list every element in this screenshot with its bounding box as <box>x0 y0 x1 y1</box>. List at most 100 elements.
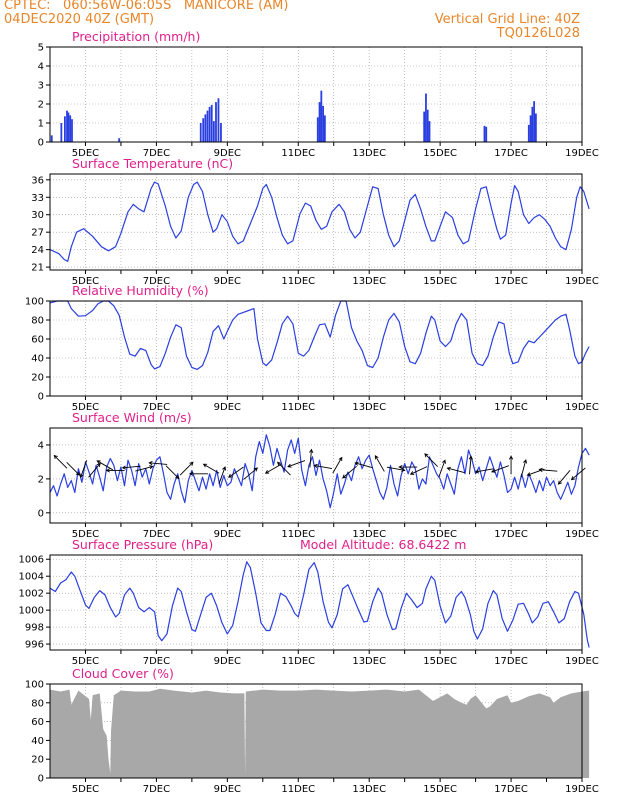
precip-xtick-label: 13DEC <box>352 148 386 159</box>
wind-arrow <box>189 471 208 476</box>
pres-ytick-label: 1000 <box>19 606 44 617</box>
cloud-xtick-label: 7DEC <box>143 784 170 795</box>
precip-bar <box>320 90 323 142</box>
precip-bar <box>204 114 207 142</box>
precip-xtick-label: 9DEC <box>214 148 241 159</box>
pres-xtick-label: 17DEC <box>494 656 528 667</box>
pres-xtick-label: 19DEC <box>565 656 599 667</box>
pres-ytick-label: 1006 <box>19 555 44 566</box>
wind-ytick-label: 4 <box>38 440 44 451</box>
cloud-area <box>50 688 590 778</box>
pres-ytick-label: 996 <box>25 640 44 651</box>
wind-arrow <box>438 459 446 478</box>
cloud-panel: Cloud Cover (%) 0 20 40 60 80 100 5DEC 7DEC 9DEC 1… <box>25 666 599 795</box>
precip-bar <box>316 117 319 142</box>
precip-bar <box>118 138 121 142</box>
precip-ytick-label: 5 <box>38 43 44 54</box>
wind-arrow <box>228 466 244 478</box>
wind-arrow <box>202 463 220 474</box>
cloud-xtick-label: 5DEC <box>72 784 99 795</box>
wind-arrow <box>135 465 154 472</box>
precip-bar <box>202 118 205 142</box>
wind-arrow <box>409 466 428 475</box>
cloud-ytick-label: 100 <box>25 680 44 691</box>
wind-xtick-label: 13DEC <box>352 529 386 540</box>
cloud-ytick-label: 80 <box>31 698 44 709</box>
wind-xtick-label: 7DEC <box>143 529 170 540</box>
cloud-ytick-label: 20 <box>31 755 44 766</box>
precip-ytick-label: 1 <box>38 119 44 130</box>
temp-line <box>49 181 590 262</box>
precip-bar <box>428 121 431 142</box>
wind-arrow <box>538 467 558 472</box>
rh-xtick-label: 11DEC <box>281 402 315 413</box>
temp-ytick-label: 24 <box>31 245 44 256</box>
temp-ytick-label: 21 <box>31 263 44 274</box>
wind-arrow <box>468 455 473 475</box>
wind-arrow <box>165 465 180 480</box>
rh-xtick-label: 19DEC <box>565 402 599 413</box>
precip-ytick-label: 0 <box>38 138 44 149</box>
temp-xtick-label: 15DEC <box>423 276 457 287</box>
temp-frame <box>49 173 583 271</box>
precip-bar <box>63 116 66 142</box>
rh-ytick-label: 20 <box>31 373 44 384</box>
pres-frame <box>49 554 583 651</box>
wind-arrow <box>374 455 385 472</box>
precip-bar <box>66 110 68 142</box>
temp-xtick-label: 17DEC <box>494 276 528 287</box>
pres-xtick-label: 9DEC <box>214 656 241 667</box>
wind-xtick-label: 19DEC <box>565 529 599 540</box>
precip-xtick-label: 17DEC <box>494 148 528 159</box>
wind-arrow <box>309 448 314 468</box>
precip-ytick-label: 4 <box>38 62 44 73</box>
wind-ytick-label: 0 <box>38 508 44 519</box>
precip-panel: Precipitation (mm/h) 0 1 2 3 4 5 5DEC 7DEC 9DEC 11… <box>38 29 599 159</box>
cloud-xtick-label: 9DEC <box>214 784 241 795</box>
precip-bar <box>215 102 217 142</box>
wind-panel: Surface Wind (m/s) 0 2 4 5DEC 7DEC 9DEC 11DEC 13… <box>38 410 599 540</box>
wind-arrow <box>474 468 494 474</box>
precip-bar <box>71 119 73 142</box>
precip-bar <box>423 111 426 142</box>
header-run: 04DEC2020 40Z (GMT) <box>4 12 155 27</box>
wind-line <box>49 434 590 509</box>
wind-arrow <box>354 461 373 469</box>
pres-line <box>49 561 590 648</box>
precip-title: Precipitation (mm/h) <box>72 29 200 44</box>
cloud-xtick-label: 19DEC <box>565 784 599 795</box>
wind-arrow <box>79 460 88 479</box>
wind-arrow <box>277 461 291 476</box>
rh-panel: Relative Humidity (%) 0 20 40 60 80 100 5DEC 7DE… <box>25 283 599 413</box>
wind-arrow <box>570 467 586 481</box>
rh-ytick-label: 60 <box>31 335 44 346</box>
precip-bar <box>50 135 53 142</box>
cloud-xtick-label: 11DEC <box>281 784 315 795</box>
pres-title: Surface Pressure (hPa) <box>72 537 213 552</box>
temp-ytick-label: 33 <box>31 193 44 204</box>
pres-xtick-label: 15DEC <box>423 656 457 667</box>
precip-bar <box>534 113 537 142</box>
precip-bar <box>206 110 209 142</box>
precip-bar <box>483 125 486 142</box>
temp-ytick-label: 30 <box>31 210 44 221</box>
temp-xtick-label: 7DEC <box>143 276 170 287</box>
rh-ytick-label: 80 <box>31 316 44 327</box>
cloud-ytick-label: 60 <box>31 717 44 728</box>
precip-bar <box>199 123 202 142</box>
wind-arrow <box>557 470 571 485</box>
rh-title: Relative Humidity (%) <box>72 283 209 298</box>
wind-arrow <box>446 466 465 474</box>
pres-xtick-label: 5DEC <box>72 656 99 667</box>
rh-ytick-label: 0 <box>38 392 44 403</box>
cloud-ytick-label: 0 <box>38 774 44 785</box>
header-location: MANICORE (AM) <box>183 0 289 13</box>
wind-arrow <box>332 456 343 474</box>
temp-panel: Surface Temperature (nC) 21 24 27 30 33 36 5DEC… <box>31 156 599 287</box>
wind-arrow <box>53 454 68 469</box>
precip-bar <box>67 112 70 142</box>
precip-ytick-label: 2 <box>38 100 44 111</box>
precip-ytick-label: 3 <box>38 81 44 92</box>
header-coords: 060:56W-06:05S <box>62 0 172 13</box>
